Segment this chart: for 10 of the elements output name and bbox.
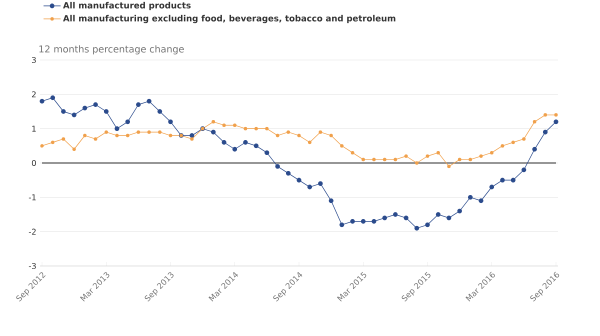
legend-label: All manufactured products <box>63 2 191 10</box>
y-tick-label: 3 <box>32 56 36 64</box>
y-axis-title: 12 months percentage change <box>39 45 184 54</box>
y-tick-label: -3 <box>28 262 36 270</box>
legend-label: All manufacturing excluding food, beverages, tobacco and petroleum <box>63 14 396 24</box>
y-tick-label: 0 <box>32 160 36 166</box>
y-tick-label: -2 <box>28 228 36 235</box>
y-tick-label: 2 <box>32 91 36 98</box>
y-tick-label: 1 <box>32 126 36 132</box>
y-tick-label: -1 <box>28 194 36 200</box>
